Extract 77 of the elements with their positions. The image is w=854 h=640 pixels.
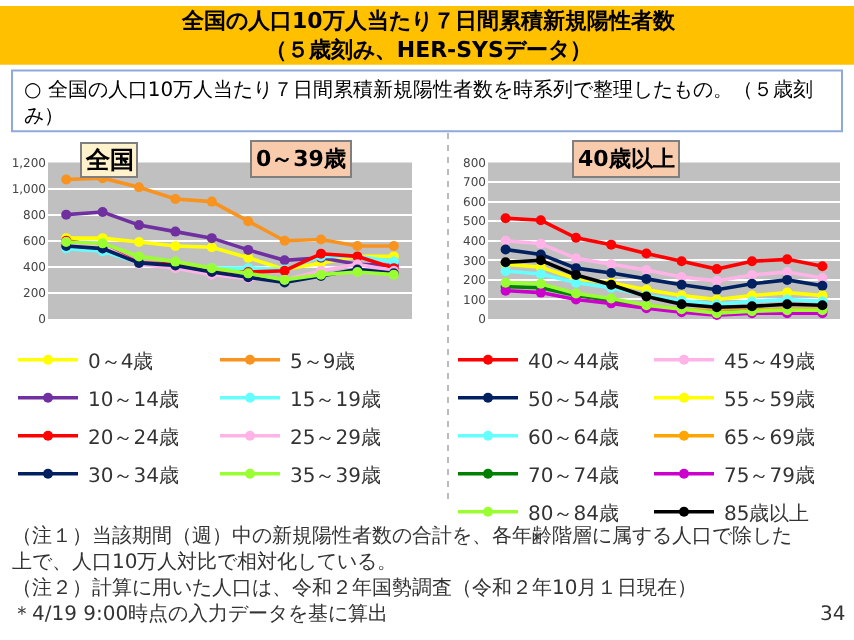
point (817, 261, 828, 272)
point (279, 235, 290, 246)
legend-label: 60～64歳 (528, 425, 619, 450)
point (535, 287, 546, 298)
point (535, 255, 546, 266)
point (206, 233, 217, 244)
legend-label: 35～39歳 (290, 463, 381, 488)
legend-label: 65～69歳 (724, 425, 815, 450)
point (641, 248, 652, 259)
point (61, 174, 72, 185)
point (316, 234, 326, 245)
point (243, 216, 254, 227)
point (134, 220, 144, 231)
legend-label: 70～74歳 (528, 463, 619, 488)
legend-label: 75～79歳 (724, 463, 815, 488)
point (641, 265, 652, 276)
legend-label: 30～34歳 (88, 463, 179, 488)
legend-label: 0～4歳 (88, 349, 154, 374)
point (817, 280, 828, 291)
text: 全国の人口10万人当たり７日間累積新規陽性者数（５歳刻み、HER-SYSデータ） (180, 8, 677, 63)
point (170, 194, 181, 205)
point (243, 244, 254, 255)
text: ○ 全国の人口10万人当たり７日間累積新規陽性者数を時系列で整理したもの。（５歳刻み） (24, 78, 814, 128)
chart-title: 0～39歳 (256, 146, 346, 172)
point (206, 242, 217, 253)
legend-label: 20～24歳 (88, 425, 179, 450)
point (747, 256, 757, 267)
legend-label: 10～14歳 (88, 387, 179, 412)
point (352, 240, 363, 251)
legend-label: 25～29歳 (290, 425, 381, 450)
point (747, 278, 757, 289)
point (535, 238, 546, 249)
legend-label: 80～84歳 (528, 501, 619, 526)
point (170, 240, 181, 251)
point (606, 268, 617, 279)
point (676, 256, 687, 267)
point (500, 266, 511, 277)
legend-label: 40～44歳 (528, 349, 619, 374)
point (782, 299, 793, 310)
point (134, 182, 144, 193)
point (747, 269, 757, 280)
point (206, 196, 217, 207)
point (782, 254, 793, 265)
point (676, 279, 687, 290)
legend-label: 50～54歳 (528, 387, 619, 412)
point (61, 209, 72, 220)
point (500, 213, 511, 224)
point (500, 235, 511, 246)
legend-label: 55～59歳 (724, 387, 815, 412)
annotation: 全国 (84, 146, 134, 174)
point (571, 253, 581, 264)
text: ＊4/19 9:00時点の入力データを基に算出 (12, 602, 389, 626)
chart-title: 40歳以上 (578, 146, 675, 172)
point (606, 259, 617, 270)
point (535, 215, 546, 226)
legend-label: 15～19歳 (290, 387, 381, 412)
text: （注１）当該期間（週）中の新規陽性者数の合計を、各年齢階層に属する人口で除した上で、人口10万人対比で相対化している。 (12, 524, 792, 574)
point (134, 237, 144, 248)
point (711, 264, 722, 275)
point (97, 207, 108, 218)
point (571, 232, 581, 243)
text: 34 (820, 604, 846, 626)
point (641, 273, 652, 284)
point (388, 240, 399, 251)
point (606, 239, 617, 250)
point (782, 274, 793, 285)
point (711, 275, 722, 286)
point (170, 226, 181, 237)
text: （注２）計算に用いた人口は、令和２年国勢調査（令和２年10月１日現在） (12, 576, 698, 600)
legend-label: 85歳以上 (724, 501, 810, 526)
point (134, 251, 144, 262)
legend-label: 45～49歳 (724, 349, 815, 374)
point (711, 284, 722, 295)
point (535, 269, 546, 279)
point (279, 255, 290, 266)
point (500, 244, 511, 255)
legend-label: 5～9歳 (290, 349, 356, 374)
